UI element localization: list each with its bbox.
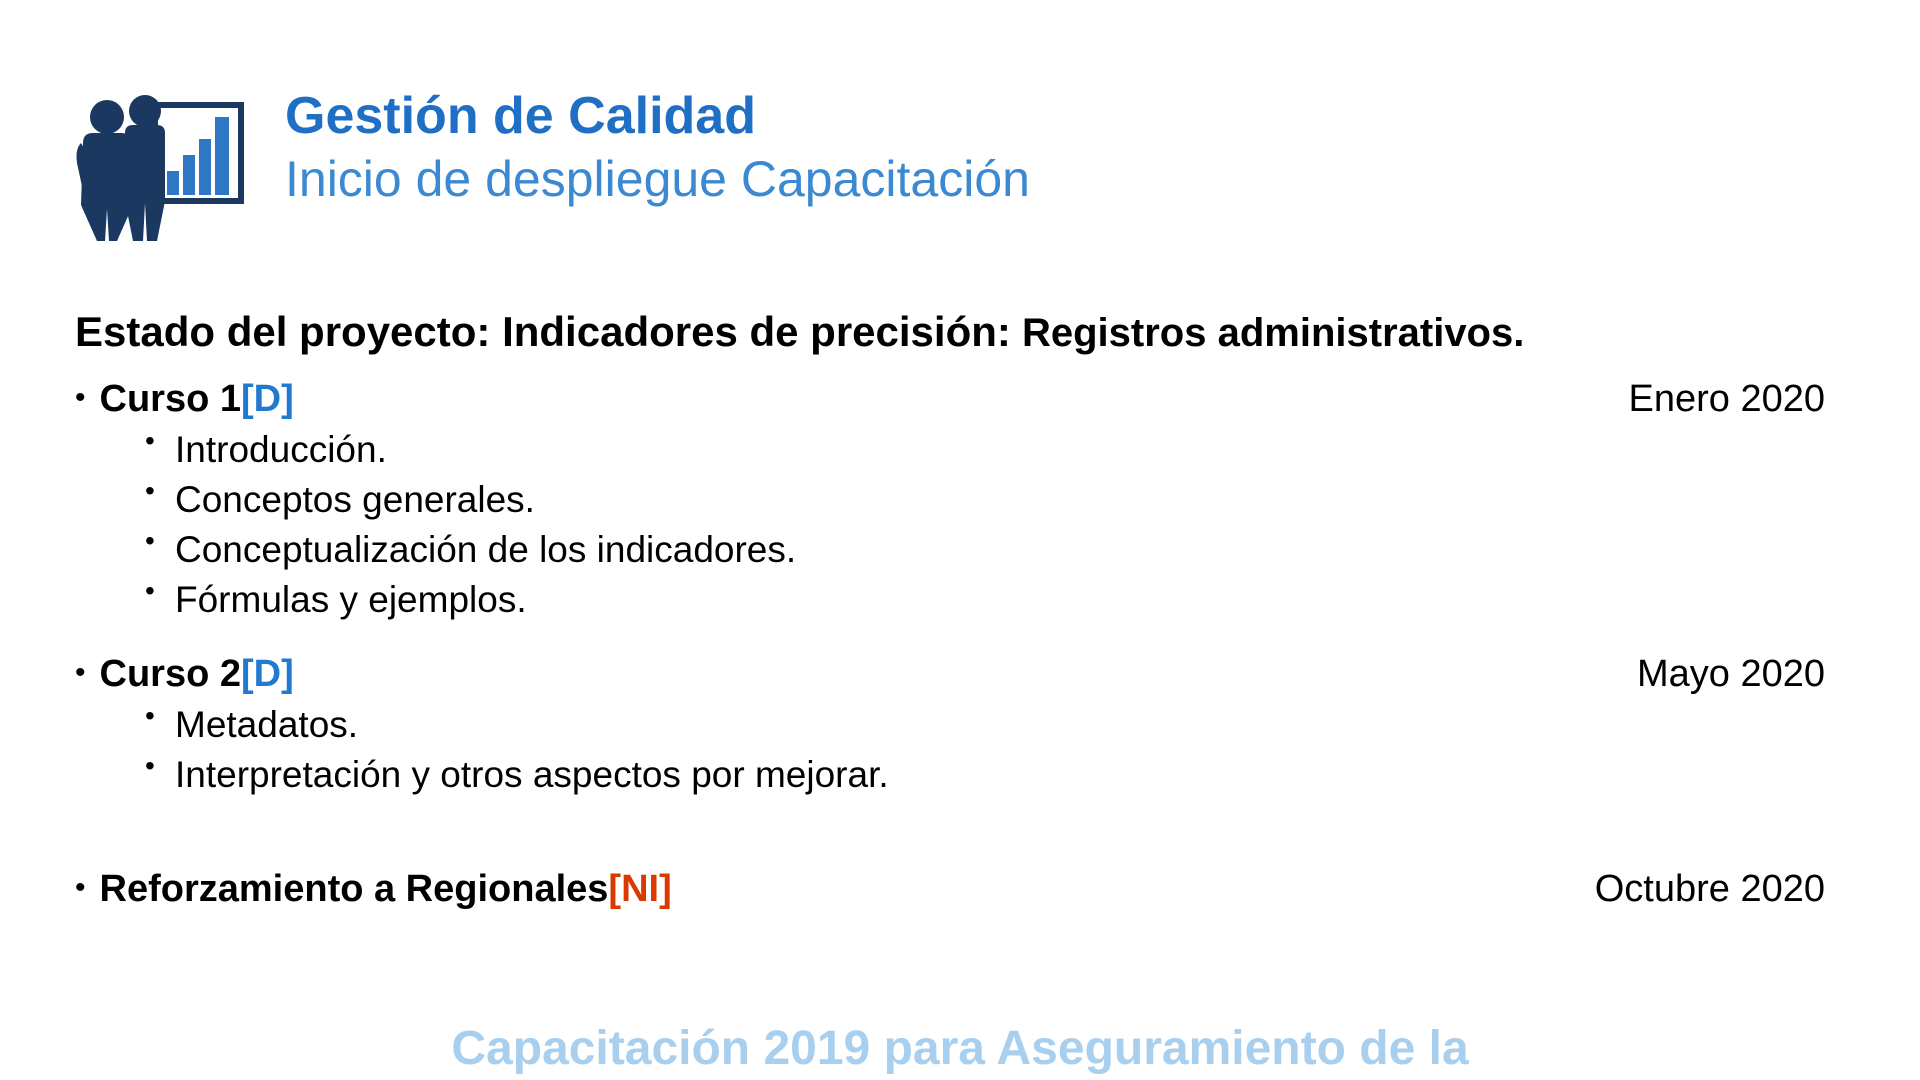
- title-block: Gestión de Calidad Inicio de despliegue …: [285, 85, 1845, 212]
- course-sub-item: Conceptualización de los indicadores.: [145, 525, 1845, 575]
- course-sub-item: Metadatos.: [145, 700, 1845, 750]
- course-name: Curso 2: [100, 653, 241, 696]
- courses-list: •Curso 1 [D]Enero 2020Introducción.Conce…: [75, 378, 1845, 943]
- course-date: Mayo 2020: [1637, 653, 1845, 696]
- course-tag: [NI]: [608, 868, 671, 911]
- course-sub-list: Introducción.Conceptos generales.Concept…: [75, 425, 1845, 625]
- course-name: Reforzamiento a Regionales: [100, 868, 609, 911]
- course-sub-item: Interpretación y otros aspectos por mejo…: [145, 750, 1845, 800]
- course-sub-list: Metadatos.Interpretación y otros aspecto…: [75, 700, 1845, 800]
- course-sub-item: Conceptos generales.: [145, 475, 1845, 525]
- bullet-icon: •: [75, 381, 86, 415]
- header-row: Gestión de Calidad Inicio de despliegue …: [75, 85, 1845, 248]
- course-tag: [D]: [241, 378, 294, 421]
- course-title: • Curso 2 [D]: [75, 653, 294, 696]
- main-title: Gestión de Calidad: [285, 85, 1845, 147]
- slide-container: Gestión de Calidad Inicio de despliegue …: [0, 0, 1920, 1080]
- course-sub-item: Introducción.: [145, 425, 1845, 475]
- bullet-icon: •: [75, 871, 86, 905]
- bullet-icon: •: [75, 656, 86, 690]
- course-row: • Reforzamiento a Regionales [NI] Octubre …: [75, 868, 1845, 911]
- bottom-banner: Capacitación 2019 para Aseguramiento de …: [0, 1021, 1920, 1080]
- project-status-label: Estado del proyecto: Indicadores de prec…: [75, 308, 1011, 355]
- course-date: Octubre 2020: [1595, 868, 1845, 911]
- project-status: Estado del proyecto: Indicadores de prec…: [75, 308, 1845, 356]
- course-title: • Curso 1 [D]: [75, 378, 294, 421]
- course-date: Enero 2020: [1629, 378, 1846, 421]
- course-title: • Reforzamiento a Regionales [NI]: [75, 868, 672, 911]
- subtitle: Inicio de despliegue Capacitación: [285, 147, 1845, 212]
- course-row: • Curso 1 [D] Enero 2020: [75, 378, 1845, 421]
- project-status-secondary: Registros administrativos.: [1011, 311, 1524, 355]
- course-row: • Curso 2 [D] Mayo 2020: [75, 653, 1845, 696]
- course-sub-item: Fórmulas y ejemplos.: [145, 575, 1845, 625]
- people-chart-icon: [75, 93, 245, 248]
- course-tag: [D]: [241, 653, 294, 696]
- course-name: Curso 1: [100, 378, 241, 421]
